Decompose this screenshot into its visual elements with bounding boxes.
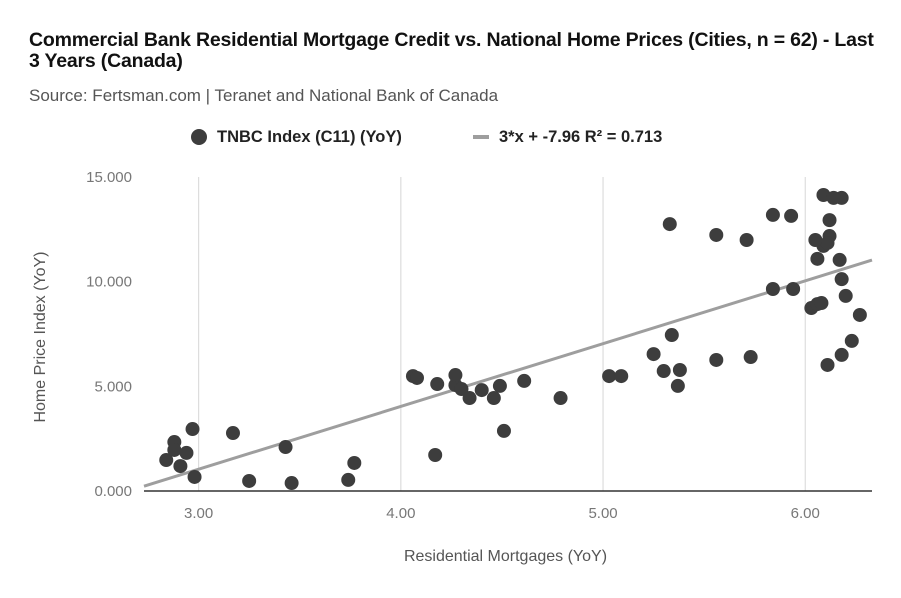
data-point[interactable] — [173, 459, 188, 474]
data-point[interactable] — [844, 333, 859, 348]
data-points — [159, 188, 867, 491]
data-point[interactable] — [430, 377, 445, 392]
y-tick-label: 0.000 — [94, 483, 132, 500]
x-axis-ticks: 3.00 4.00 5.00 6.00 — [184, 505, 820, 522]
data-point[interactable] — [662, 217, 677, 232]
data-point[interactable] — [826, 190, 841, 205]
data-point[interactable] — [646, 347, 661, 362]
data-point[interactable] — [242, 473, 257, 488]
data-point[interactable] — [743, 350, 758, 365]
y-tick-label: 15.000 — [86, 169, 132, 186]
data-point[interactable] — [709, 352, 724, 367]
data-point[interactable] — [765, 207, 780, 222]
data-point[interactable] — [838, 288, 853, 303]
gridlines — [198, 177, 806, 491]
data-point[interactable] — [496, 423, 511, 438]
legend-series-label: TNBC Index (C11) (YoY) — [217, 127, 402, 146]
data-point[interactable] — [822, 213, 837, 228]
data-point[interactable] — [709, 227, 724, 242]
data-point[interactable] — [553, 391, 568, 406]
data-point[interactable] — [820, 357, 835, 372]
x-axis-title: Residential Mortgages (YoY) — [403, 548, 608, 565]
regression-line — [143, 258, 873, 488]
data-point[interactable] — [786, 281, 801, 296]
legend-item-series[interactable]: TNBC Index (C11) (YoY) — [191, 124, 402, 150]
data-point[interactable] — [834, 272, 849, 287]
line-marker-icon — [473, 135, 489, 139]
chart-subtitle: Source: Fertsman.com | Teranet and Natio… — [29, 86, 499, 105]
data-point[interactable] — [832, 252, 847, 267]
x-tick-label: 3.00 — [184, 505, 213, 522]
data-point[interactable] — [167, 442, 182, 457]
data-point[interactable] — [486, 391, 501, 406]
x-tick-label: 4.00 — [386, 505, 415, 522]
data-point[interactable] — [159, 453, 174, 468]
data-point[interactable] — [765, 281, 780, 296]
data-point[interactable] — [278, 440, 293, 455]
data-point[interactable] — [187, 469, 202, 484]
circle-marker-icon — [191, 129, 207, 145]
x-tick-label: 6.00 — [791, 505, 820, 522]
legend-item-trendline[interactable]: 3*x + -7.96 R² = 0.713 — [473, 124, 662, 150]
data-point[interactable] — [454, 382, 469, 397]
data-point[interactable] — [474, 383, 489, 398]
data-point[interactable] — [664, 328, 679, 343]
y-axis-ticks: 0.000 5.000 10.000 15.000 — [86, 169, 132, 500]
data-point[interactable] — [428, 447, 443, 462]
data-point[interactable] — [820, 235, 835, 250]
data-point[interactable] — [185, 422, 200, 437]
data-point[interactable] — [784, 208, 799, 223]
data-point[interactable] — [448, 368, 463, 383]
data-point[interactable] — [656, 364, 671, 379]
data-point[interactable] — [808, 233, 823, 248]
data-point[interactable] — [739, 233, 754, 248]
data-point[interactable] — [517, 373, 532, 388]
y-tick-label: 5.000 — [94, 378, 132, 395]
data-point[interactable] — [814, 296, 829, 311]
data-point[interactable] — [670, 378, 685, 393]
data-point[interactable] — [834, 347, 849, 362]
data-point[interactable] — [602, 369, 617, 384]
data-point[interactable] — [462, 391, 477, 406]
data-point[interactable] — [341, 472, 356, 487]
legend-trend-label: 3*x + -7.96 R² = 0.713 — [499, 127, 663, 146]
data-point[interactable] — [492, 378, 507, 393]
data-point[interactable] — [347, 455, 362, 470]
chart-legend: TNBC Index (C11) (YoY) 3*x + -7.96 R² = … — [0, 124, 901, 150]
data-point[interactable] — [810, 251, 825, 266]
data-point[interactable] — [225, 426, 240, 441]
data-point[interactable] — [672, 363, 687, 378]
chart-title: Commercial Bank Residential Mortgage Cre… — [29, 29, 874, 72]
data-point[interactable] — [179, 445, 194, 460]
data-point[interactable] — [614, 369, 629, 384]
y-tick-label: 10.000 — [86, 274, 132, 291]
x-tick-label: 5.00 — [588, 505, 617, 522]
data-point[interactable] — [852, 307, 867, 322]
trendline — [143, 258, 873, 488]
data-point[interactable] — [410, 370, 424, 385]
data-point[interactable] — [284, 476, 299, 491]
